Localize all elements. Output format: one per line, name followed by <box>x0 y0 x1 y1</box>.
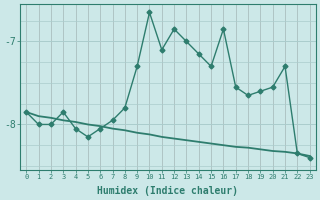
X-axis label: Humidex (Indice chaleur): Humidex (Indice chaleur) <box>98 186 238 196</box>
